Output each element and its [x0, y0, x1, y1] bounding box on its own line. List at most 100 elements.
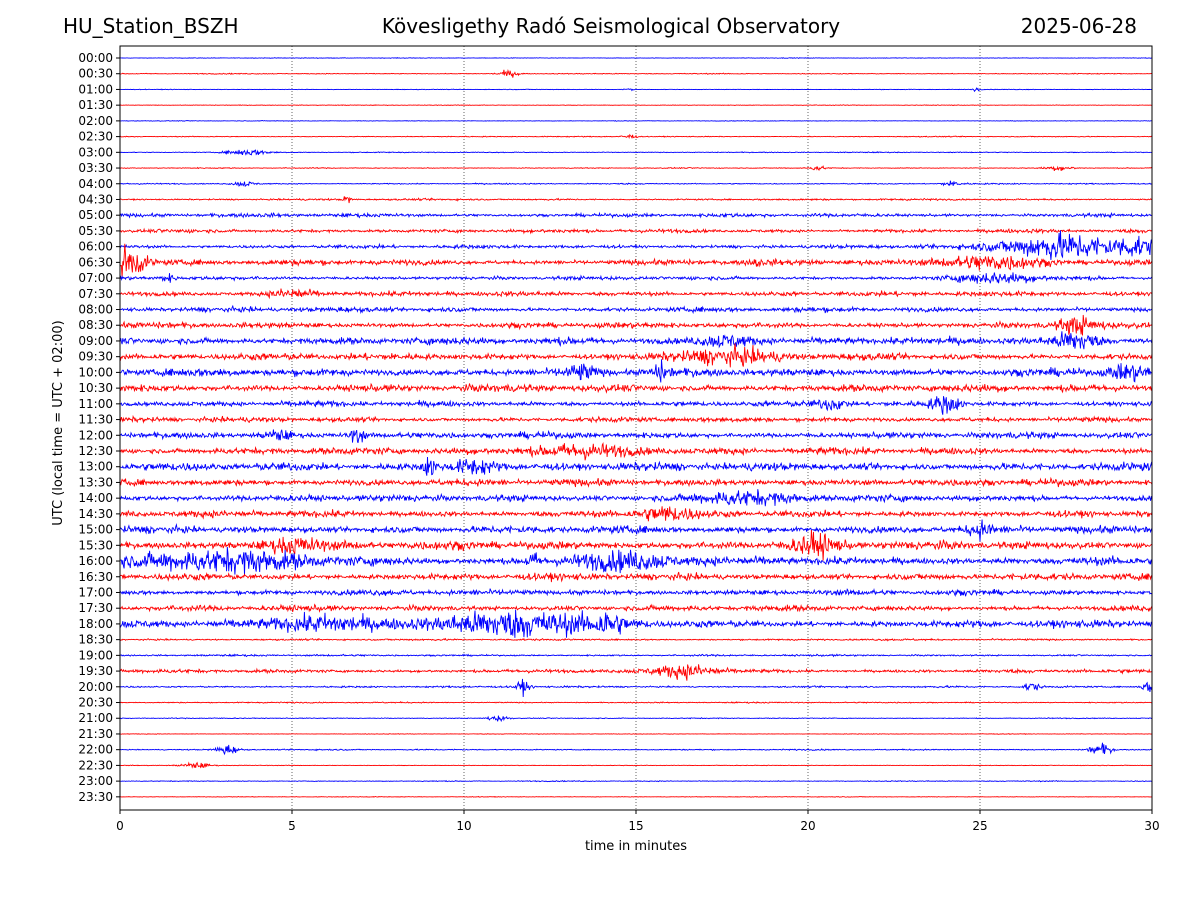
- trace-0000: [119, 57, 1153, 59]
- trace-0730: [119, 288, 1153, 300]
- trace-0400: [119, 180, 1152, 187]
- x-tick-label: 15: [628, 819, 643, 833]
- y-tick-label: 23:00: [78, 774, 113, 788]
- trace-2000: [119, 678, 1153, 697]
- seismic-traces: [119, 57, 1153, 798]
- y-tick-label: 05:30: [78, 224, 113, 238]
- y-tick-label: 12:30: [78, 444, 113, 458]
- trace-1900: [119, 653, 1153, 658]
- y-tick-label: 09:00: [78, 334, 113, 348]
- y-tick-label: 18:30: [78, 633, 113, 647]
- y-tick-label: 21:30: [78, 727, 113, 741]
- trace-1330: [119, 476, 1153, 488]
- y-tick-label: 21:00: [78, 711, 113, 725]
- y-tick-label: 16:30: [78, 570, 113, 584]
- trace-2100: [119, 715, 1153, 723]
- trace-2030: [119, 701, 1153, 704]
- y-tick-label: 01:00: [78, 82, 113, 96]
- y-tick-label: 05:00: [78, 208, 113, 222]
- trace-0630: [119, 243, 1153, 279]
- y-tick-label: 11:30: [78, 413, 113, 427]
- trace-0330: [119, 165, 1153, 172]
- trace-1230: [119, 442, 1153, 461]
- y-tick-label: 07:00: [78, 271, 113, 285]
- y-tick-label: 14:00: [78, 491, 113, 505]
- trace-1030: [119, 382, 1153, 394]
- x-axis-label: time in minutes: [585, 839, 687, 854]
- trace-0200: [119, 119, 1153, 122]
- y-tick-label: 02:00: [78, 114, 113, 128]
- y-tick-label: 19:30: [78, 664, 113, 678]
- recording-date: 2025-06-28: [1020, 14, 1137, 38]
- y-tick-label: 03:30: [78, 161, 113, 175]
- trace-1630: [119, 571, 1153, 583]
- y-tick-label: 14:30: [78, 507, 113, 521]
- y-tick-label: 09:30: [78, 350, 113, 364]
- y-tick-label: 17:00: [78, 585, 113, 599]
- y-tick-label: 18:00: [78, 617, 113, 631]
- grid-lines: [291, 46, 981, 810]
- y-tick-label: 12:00: [78, 428, 113, 442]
- y-tick-label: 10:30: [78, 381, 113, 395]
- trace-1400: [119, 489, 1153, 507]
- trace-1700: [119, 588, 1153, 598]
- y-tick-label: 16:00: [78, 554, 113, 568]
- trace-1930: [119, 664, 1153, 681]
- trace-0830: [119, 314, 1153, 336]
- trace-0900: [119, 331, 1153, 350]
- trace-1800: [119, 609, 1153, 638]
- trace-0430: [119, 196, 1153, 204]
- y-tick-label: 00:30: [78, 67, 113, 81]
- y-tick-label: 01:30: [78, 98, 113, 112]
- trace-1730: [119, 603, 1153, 613]
- y-tick-label: 03:00: [78, 145, 113, 159]
- y-tick-label: 22:00: [78, 743, 113, 757]
- y-tick-label: 10:00: [78, 365, 113, 379]
- trace-2330: [119, 795, 1153, 798]
- trace-0130: [119, 104, 1153, 107]
- y-tick-label: 06:00: [78, 240, 113, 254]
- trace-0100: [119, 87, 1153, 93]
- trace-2200: [119, 742, 1153, 756]
- y-tick-label: 07:30: [78, 287, 113, 301]
- trace-2300: [119, 779, 1153, 783]
- y-tick-label: 17:30: [78, 601, 113, 615]
- y-tick-label: 20:00: [78, 680, 113, 694]
- trace-0500: [119, 211, 1153, 219]
- observatory-title: Kövesligethy Radó Seismological Observat…: [381, 14, 841, 38]
- trace-1530: [119, 530, 1153, 561]
- trace-1300: [119, 456, 1153, 476]
- y-tick-label: 13:00: [78, 460, 113, 474]
- trace-1000: [119, 359, 1153, 383]
- y-tick-label: 06:30: [78, 255, 113, 269]
- trace-1430: [119, 506, 1153, 522]
- trace-1130: [119, 414, 1153, 424]
- trace-1500: [119, 519, 1153, 542]
- y-tick-label: 08:30: [78, 318, 113, 332]
- trace-0530: [119, 227, 1153, 235]
- trace-0300: [119, 149, 1153, 156]
- trace-0600: [119, 230, 1153, 261]
- x-tick-label: 10: [456, 819, 471, 833]
- y-tick-label: 15:00: [78, 523, 113, 537]
- x-tick-label: 0: [116, 819, 124, 833]
- trace-0930: [119, 343, 1153, 368]
- station-name: HU_Station_BSZH: [63, 14, 239, 38]
- y-tick-label: 15:30: [78, 538, 113, 552]
- y-tick-label: 20:30: [78, 696, 113, 710]
- trace-1200: [119, 429, 1153, 444]
- trace-2130: [119, 733, 1153, 735]
- y-tick-label: 13:30: [78, 475, 113, 489]
- trace-0800: [119, 304, 1153, 315]
- y-tick-label: 04:30: [78, 192, 113, 206]
- x-tick-label: 20: [800, 819, 815, 833]
- y-tick-label: 02:30: [78, 130, 113, 144]
- trace-0030: [119, 69, 1153, 78]
- y-tick-label: 00:00: [78, 51, 113, 65]
- trace-0230: [119, 133, 1153, 140]
- y-tick-label: 08:00: [78, 303, 113, 317]
- x-tick-label: 30: [1144, 819, 1159, 833]
- y-axis-label: UTC (local time = UTC + 02:00): [51, 320, 66, 525]
